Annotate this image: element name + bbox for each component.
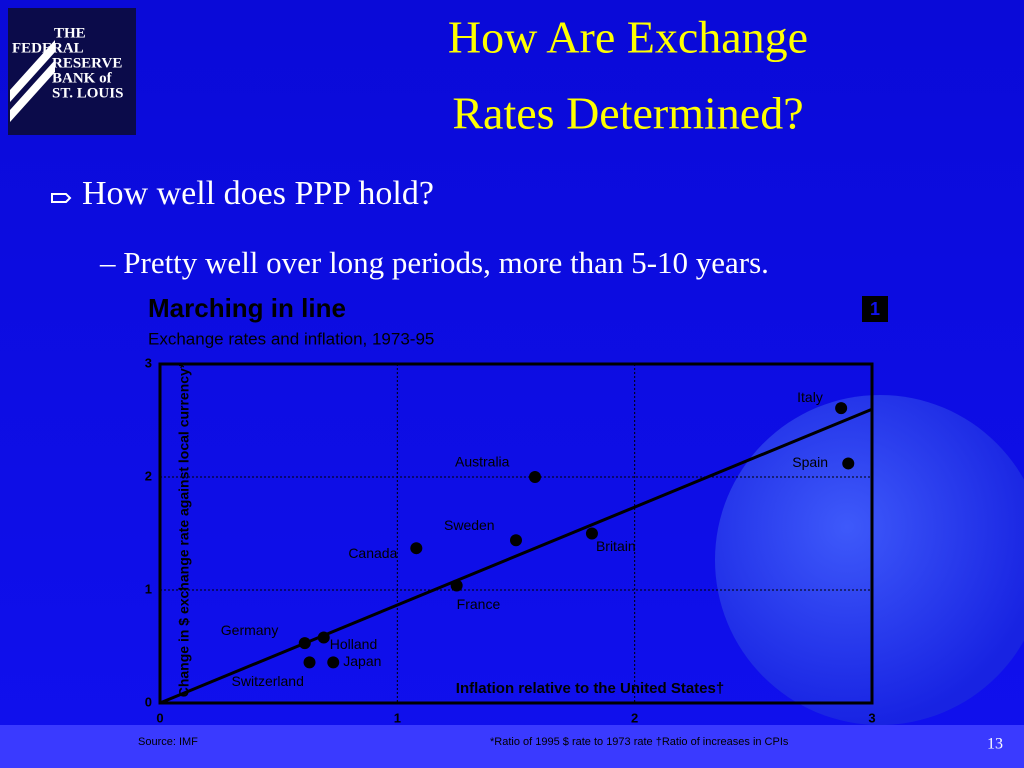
y-tick-label: 0 bbox=[145, 694, 152, 709]
chart-subtitle: Exchange rates and inflation, 1973-95 bbox=[148, 329, 434, 348]
footer-bar bbox=[0, 725, 1024, 768]
data-point bbox=[450, 579, 463, 592]
bullet-text: How well does PPP hold? bbox=[82, 175, 434, 212]
logo-line: THE bbox=[54, 25, 86, 41]
x-tick-label: 0 bbox=[156, 710, 163, 725]
badge-box bbox=[862, 296, 888, 322]
data-point bbox=[303, 656, 316, 669]
data-point bbox=[298, 637, 311, 650]
slide-title: Rates Determined? bbox=[452, 88, 803, 139]
page-number: 13 bbox=[987, 736, 1003, 753]
x-tick-label: 3 bbox=[868, 710, 875, 725]
footnote: *Ratio of 1995 $ rate to 1973 rate †Rati… bbox=[490, 736, 789, 748]
logo-line: RESERVE bbox=[52, 55, 122, 71]
slide-title: How Are Exchange bbox=[448, 12, 808, 63]
data-point bbox=[835, 402, 848, 415]
chart: Marching in line Exchange rates and infla… bbox=[138, 293, 888, 748]
x-tick-label: 1 bbox=[394, 710, 401, 725]
point-label: Spain bbox=[792, 454, 828, 470]
logo-line: BANK of bbox=[52, 70, 113, 86]
globe-decoration bbox=[715, 395, 1024, 725]
x-axis-label: Inflation relative to the United States† bbox=[456, 680, 724, 697]
data-point bbox=[317, 631, 330, 644]
point-label: Australia bbox=[455, 454, 510, 470]
data-point bbox=[510, 534, 522, 547]
point-label: Holland bbox=[330, 636, 377, 652]
point-label: Germany bbox=[221, 622, 279, 638]
fit-line bbox=[159, 407, 873, 705]
point-label: Sweden bbox=[444, 517, 495, 533]
y-axis-label: Change in $ exchange rate against local … bbox=[176, 362, 192, 697]
point-label: France bbox=[457, 596, 501, 612]
point-label: Switzerland bbox=[232, 673, 304, 689]
data-point bbox=[528, 471, 541, 483]
y-tick-label: 3 bbox=[145, 355, 152, 370]
point-label: Japan bbox=[343, 653, 381, 669]
bullet-icon bbox=[51, 193, 72, 203]
chart-badge: 1 bbox=[870, 299, 880, 319]
sub-bullet-text: – Pretty well over long periods, more th… bbox=[99, 245, 769, 280]
data-point bbox=[410, 542, 423, 555]
data-point bbox=[585, 527, 598, 540]
point-label: Italy bbox=[797, 389, 823, 405]
y-tick-label: 1 bbox=[145, 581, 152, 596]
point-label: Britain bbox=[596, 538, 636, 554]
y-tick-label: 2 bbox=[145, 468, 152, 483]
point-label: Canada bbox=[348, 545, 397, 561]
chart-title: Marching in line bbox=[148, 293, 346, 323]
source: Source: IMF bbox=[138, 736, 198, 748]
x-tick-label: 2 bbox=[631, 710, 638, 725]
data-point bbox=[327, 656, 340, 669]
logo-line: ST. LOUIS bbox=[52, 85, 123, 101]
logo-stripes bbox=[10, 40, 55, 122]
logo-line: FEDERAL bbox=[12, 40, 84, 56]
data-point bbox=[842, 457, 855, 470]
